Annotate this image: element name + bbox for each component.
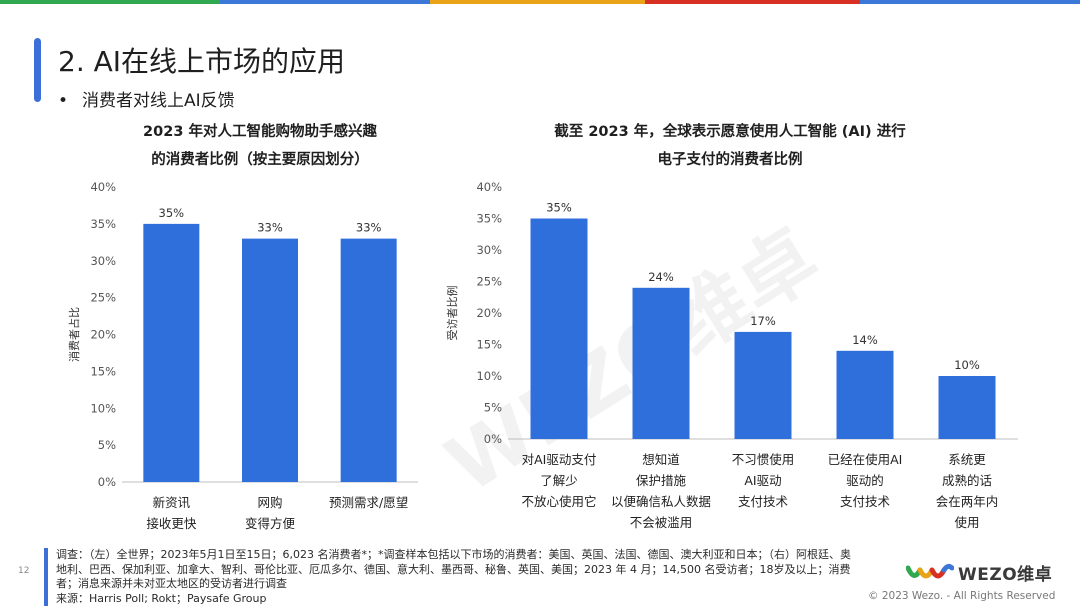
left-chart-y-tick-label: 25% — [90, 291, 116, 305]
right-chart-bar — [734, 331, 792, 439]
right-chart-category-label: 保护措施 — [636, 473, 687, 488]
left-chart-title-line-1: 2023 年对人工智能购物助手感兴趣 — [143, 124, 377, 140]
left-chart-y-tick-label: 40% — [90, 180, 116, 194]
right-chart-y-tick-label: 0% — [484, 432, 502, 446]
right-chart-bar — [632, 287, 690, 439]
wezo-logo-icon — [906, 563, 954, 578]
right-chart-category-label: 以便确信私人数据 — [611, 494, 711, 509]
left-chart-category-label: 变得方便 — [245, 516, 296, 531]
footnote-line-2: 地利、巴西、保加利亚、加拿大、智利、哥伦比亚、厄瓜多尔、德国、意大利、墨西哥、秘… — [56, 562, 851, 576]
right-chart-category-label: 系统更 — [948, 452, 986, 467]
logo-text: WEZO维卓 — [958, 565, 1053, 585]
page-number: 12 — [18, 566, 30, 576]
right-chart-y-tick-label: 40% — [476, 180, 502, 194]
top-color-stripe — [0, 0, 1080, 4]
page-title: 2. AI在线上市场的应用 — [58, 45, 346, 78]
left-chart-y-tick-label: 15% — [90, 364, 116, 378]
right-chart-y-axis-label: 受访者比例 — [445, 286, 459, 341]
stripe-segment-red — [645, 0, 860, 4]
left-chart-title-line-2: 的消费者比例（按主要原因划分） — [151, 152, 369, 168]
right-chart-y-tick-label: 15% — [476, 338, 502, 352]
left-chart-category-label: 网购 — [257, 495, 282, 510]
right-chart-y-tick-label: 10% — [476, 369, 502, 383]
right-chart-category-label: 了解少 — [540, 473, 578, 488]
left-chart-y-tick-label: 20% — [90, 328, 116, 342]
footnote-line-3: 者；消息来源并未对亚太地区的受访者进行调查 — [56, 577, 287, 590]
left-chart-y-axis-label: 消费者占比 — [67, 307, 81, 362]
left-chart-y-tick-label: 30% — [90, 254, 116, 268]
stripe-segment-green — [0, 0, 220, 4]
left-chart-bar — [242, 238, 298, 482]
footnote-line-1: 调查：（左）全世界；2023年5月1日至15日；6,023 名消费者*；*调查样… — [56, 548, 851, 561]
right-chart-category-label: 不放心使用它 — [521, 494, 596, 509]
right-chart-data-label: 14% — [852, 333, 878, 347]
right-chart-category-label: 已经在使用AI — [828, 452, 903, 467]
right-chart-data-label: 17% — [750, 314, 776, 328]
right-chart-category-label: 驱动的 — [846, 473, 884, 488]
bullet-item: • 消费者对线上AI反馈 — [58, 86, 235, 111]
left-chart-data-label: 35% — [159, 206, 185, 220]
footnote-accent-bar — [44, 548, 48, 606]
right-chart-category-label: 想知道 — [642, 452, 680, 467]
right-chart-title-line-1: 截至 2023 年，全球表示愿意使用人工智能 (AI) 进行 — [554, 124, 906, 140]
stripe-segment-blue-2 — [860, 0, 1080, 4]
right-chart-bar — [938, 376, 996, 439]
left-chart-category-label: 接收更快 — [146, 516, 197, 531]
right-chart-category-label: 会在两年内 — [936, 494, 999, 509]
right-chart-category-label: 对AI驱动支付 — [522, 452, 597, 467]
right-chart-category-label: 支付技术 — [840, 494, 891, 509]
right-chart-category-label: 不习惯使用 — [732, 452, 795, 467]
right-chart-y-tick-label: 35% — [476, 212, 502, 226]
right-chart-data-label: 24% — [648, 270, 674, 284]
right-chart-data-label: 10% — [954, 358, 980, 372]
left-chart-title: 2023 年对人工智能购物助手感兴趣 的消费者比例（按主要原因划分） — [60, 118, 460, 174]
left-chart-category-label: 新资讯 — [153, 495, 191, 510]
right-chart-y-tick-label: 20% — [476, 306, 502, 320]
bullet-text: 消费者对线上AI反馈 — [82, 91, 235, 111]
footnote: 调查：（左）全世界；2023年5月1日至15日；6,023 名消费者*；*调查样… — [56, 548, 886, 606]
copyright: © 2023 Wezo. - All Rights Reserved — [868, 590, 1056, 602]
right-chart-category-label: 使用 — [954, 515, 979, 530]
bullet-dot-icon: • — [58, 91, 69, 111]
right-chart-y-tick-label: 25% — [476, 275, 502, 289]
left-chart-category-label: 预测需求/愿望 — [329, 495, 408, 510]
right-chart-category-label: 不会被滥用 — [630, 515, 693, 530]
right-chart-category-label: AI驱动 — [744, 473, 781, 488]
left-chart-bar — [143, 223, 200, 482]
left-chart-data-label: 33% — [356, 221, 382, 235]
left-chart-y-tick-label: 10% — [90, 401, 116, 415]
right-chart-bar — [530, 218, 588, 439]
title-accent-bar — [34, 38, 41, 102]
left-chart-y-tick-label: 5% — [98, 438, 116, 452]
left-chart-bar — [340, 238, 397, 482]
stripe-segment-blue — [220, 0, 430, 4]
right-chart-bar — [836, 350, 894, 439]
right-chart-data-label: 35% — [546, 201, 572, 215]
left-chart-y-tick-label: 0% — [98, 475, 116, 489]
brand-logo: WEZO维卓 — [906, 560, 1052, 585]
right-chart-y-tick-label: 30% — [476, 243, 502, 257]
stripe-segment-yellow — [430, 0, 645, 4]
left-chart-y-tick-label: 35% — [90, 217, 116, 231]
right-chart-category-label: 成熟的话 — [942, 473, 992, 488]
right-chart-title: 截至 2023 年，全球表示愿意使用人工智能 (AI) 进行 电子支付的消费者比… — [470, 118, 990, 174]
right-chart-category-label: 支付技术 — [738, 494, 789, 509]
left-chart-data-label: 33% — [257, 221, 283, 235]
footnote-line-4: 来源：Harris Poll; Rokt；Paysafe Group — [56, 591, 267, 605]
right-chart-title-line-2: 电子支付的消费者比例 — [657, 152, 803, 168]
right-chart-y-tick-label: 5% — [484, 401, 502, 415]
